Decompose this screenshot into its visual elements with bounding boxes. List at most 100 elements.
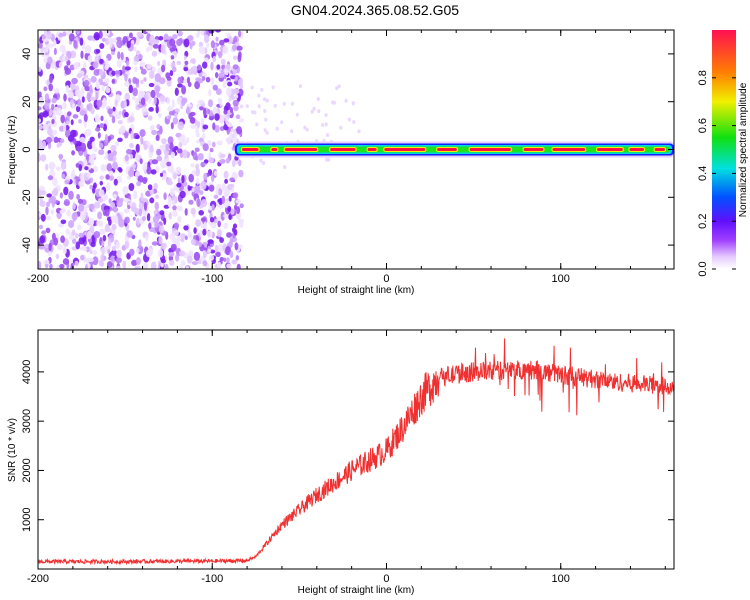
noise-point (99, 175, 104, 180)
noise-point (52, 106, 60, 116)
noise-point (185, 190, 190, 195)
noise-point (265, 130, 269, 135)
noise-point (234, 75, 238, 82)
noise-point (326, 133, 330, 137)
noise-point (136, 217, 140, 225)
noise-point (337, 84, 341, 89)
noise-point (335, 86, 339, 91)
noise-point (109, 175, 114, 181)
noise-point (177, 76, 183, 84)
noise-point (171, 210, 178, 217)
noise-point (107, 108, 113, 115)
noise-point (169, 187, 175, 197)
noise-point (168, 251, 175, 257)
noise-point (124, 132, 129, 139)
noise-point (212, 84, 218, 91)
noise-point (168, 212, 172, 220)
noise-point (94, 116, 101, 123)
noise-point (124, 154, 129, 162)
noise-point (149, 144, 154, 153)
noise-point (235, 199, 241, 204)
noise-point (215, 187, 219, 197)
noise-point (46, 30, 52, 40)
noise-point (153, 210, 158, 215)
noise-point (232, 88, 240, 95)
noise-point (125, 60, 130, 67)
noise-point (169, 259, 175, 266)
noise-point (223, 38, 230, 43)
noise-point (263, 109, 267, 113)
noise-point (45, 44, 49, 53)
noise-point (209, 147, 214, 153)
noise-point (48, 161, 56, 171)
noise-point (218, 114, 225, 124)
noise-point (171, 99, 175, 108)
noise-point (97, 132, 101, 139)
noise-point (158, 225, 165, 234)
noise-point (40, 154, 47, 162)
noise-point (164, 263, 169, 269)
noise-point (208, 205, 213, 211)
noise-point (155, 166, 160, 173)
noise-point (155, 134, 160, 141)
noise-point (51, 97, 57, 104)
noise-point (94, 201, 101, 209)
noise-point (71, 212, 78, 221)
noise-point (117, 120, 123, 125)
noise-point (80, 254, 85, 261)
noise-point (138, 54, 143, 60)
band-core-red (367, 148, 377, 151)
noise-point (149, 197, 155, 204)
colorbar: 0.0 0.2 0.4 0.6 0.8 Normalized spectral ampl… (697, 30, 749, 277)
noise-point (124, 92, 130, 102)
band-core-red (597, 148, 623, 151)
noise-point (111, 223, 117, 231)
snr-plot: -200 -100 0 100 1000 2000 3000 4000 Height of s… (7, 329, 675, 596)
noise-point (227, 81, 233, 87)
noise-point (48, 242, 52, 252)
noise-point (75, 176, 79, 186)
noise-point (173, 230, 179, 236)
noise-point (124, 73, 128, 82)
band-core-red (629, 148, 644, 151)
noise-point (211, 204, 215, 210)
noise-point (126, 230, 133, 238)
noise-point (65, 129, 71, 138)
colorbar-tick-label: 0.6 (697, 118, 709, 133)
noise-point (76, 145, 82, 152)
noise-point (223, 257, 227, 262)
noise-point (275, 126, 279, 131)
band-core-red (384, 148, 426, 151)
noise-point (98, 68, 104, 77)
noise-point (87, 172, 91, 179)
noise-point (195, 132, 200, 138)
noise-point (157, 112, 162, 118)
noise-point (105, 87, 111, 93)
noise-point (118, 111, 122, 115)
noise-point (83, 158, 88, 167)
noise-point (200, 217, 206, 222)
snr-y-tick-label: 2000 (21, 458, 33, 482)
noise-point (76, 193, 80, 200)
noise-point (257, 104, 261, 109)
noise-point (89, 225, 95, 234)
noise-point (88, 203, 95, 210)
noise-point (131, 259, 138, 266)
noise-point (93, 99, 98, 109)
noise-point (236, 45, 243, 51)
noise-point (183, 225, 189, 231)
noise-point (203, 159, 209, 164)
noise-point (198, 45, 206, 55)
noise-point (135, 152, 140, 162)
noise-point (219, 257, 224, 262)
noise-point (234, 242, 239, 251)
noise-point (217, 220, 221, 228)
noise-point (176, 38, 183, 47)
noise-point (197, 153, 204, 161)
noise-point (65, 85, 70, 93)
noise-point (49, 75, 53, 84)
snr-ticks: -200 -100 0 100 1000 2000 3000 4000 (21, 330, 674, 585)
noise-point (207, 239, 214, 244)
